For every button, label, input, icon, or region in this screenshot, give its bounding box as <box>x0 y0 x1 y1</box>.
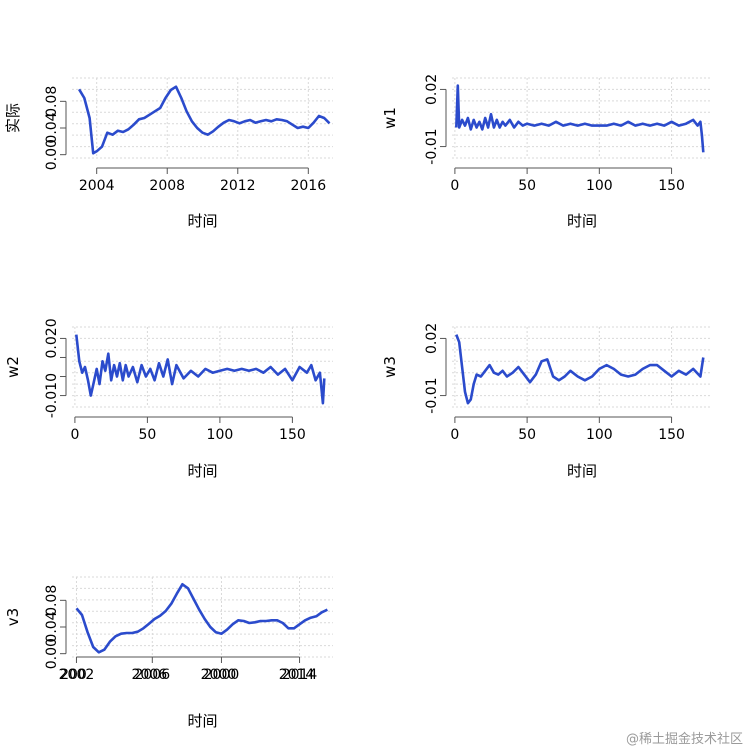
y-tick-label: 0.02 <box>424 323 440 354</box>
y-tick-label: 0.08 <box>44 86 60 117</box>
y-tick-label: 0.04 <box>44 112 60 143</box>
series-line <box>75 583 328 654</box>
x-tick-label: 2008 <box>149 178 185 194</box>
series-line <box>75 334 326 405</box>
x-tick-label: 100 <box>207 427 234 443</box>
x-tick-label-overlap: 2014 <box>279 667 315 683</box>
y-tick-label: 0.00 <box>44 139 60 170</box>
y-tick-label: 0.04 <box>44 611 60 642</box>
x-tick-label: 50 <box>518 178 536 194</box>
x-tick-label: 100 <box>586 178 613 194</box>
x-axis-title: 时间 <box>567 212 597 230</box>
y-tick-label: -0.01 <box>424 377 440 413</box>
panel-w3: -0.01 0.02 0 50 100 150 时间 w3 <box>381 323 712 480</box>
x-tick-label: 0 <box>70 427 79 443</box>
x-tick-label: 100 <box>586 427 613 443</box>
x-axis-title: 时间 <box>567 462 597 480</box>
x-tick-label-overlap: 2000 <box>201 667 237 683</box>
x-tick-label: 2000 <box>204 667 240 683</box>
x-tick-label: 0 <box>450 427 459 443</box>
x-axis-title: 时间 <box>187 712 217 730</box>
x-tick-label-overlap: 200 <box>60 667 87 683</box>
y-tick-label: 0.08 <box>44 585 60 616</box>
x-tick-label: 150 <box>279 427 306 443</box>
x-axis-title: 时间 <box>187 212 217 230</box>
x-tick-label-overlap: 2006 <box>131 667 167 683</box>
y-axis-title: w3 <box>381 356 399 378</box>
panel-w2: -0.010 0.020 0 50 100 150 时间 w2 <box>4 318 333 480</box>
x-tick-label: 150 <box>658 178 685 194</box>
x-tick-label: 2012 <box>220 178 256 194</box>
x-tick-label: 2014 <box>282 667 318 683</box>
x-tick-label: 2016 <box>290 178 326 194</box>
series-line <box>77 85 331 155</box>
y-tick-label: 0.020 <box>44 318 60 358</box>
series-line <box>455 334 705 405</box>
x-tick-label: 2002 <box>59 667 95 683</box>
watermark: @稀土掘金技术社区 <box>625 732 743 747</box>
x-tick-label: 0 <box>450 178 459 194</box>
y-axis-title: v3 <box>4 608 22 626</box>
x-axis-title: 时间 <box>187 462 217 480</box>
y-tick-label: -0.010 <box>44 373 60 418</box>
y-axis-title: 实际 <box>4 103 22 133</box>
panel-w1: -0.01 0.02 0 50 100 150 时间 w1 <box>381 74 712 230</box>
y-tick-label: 0.02 <box>424 74 440 105</box>
x-tick-label: 2006 <box>134 667 170 683</box>
x-tick-label: 2004 <box>79 178 115 194</box>
series-line <box>455 84 705 153</box>
y-tick-label: -0.01 <box>424 128 440 164</box>
y-tick-label: 0.00 <box>44 638 60 669</box>
x-tick-label: 50 <box>138 427 156 443</box>
y-axis-title: w2 <box>4 356 22 378</box>
x-tick-label: 50 <box>518 427 536 443</box>
x-tick-label: 150 <box>658 427 685 443</box>
panel-actual: 0.000.040.08 2004 2008 2012 2016 时间 实际 <box>4 77 333 230</box>
y-axis-title: w1 <box>381 107 399 129</box>
